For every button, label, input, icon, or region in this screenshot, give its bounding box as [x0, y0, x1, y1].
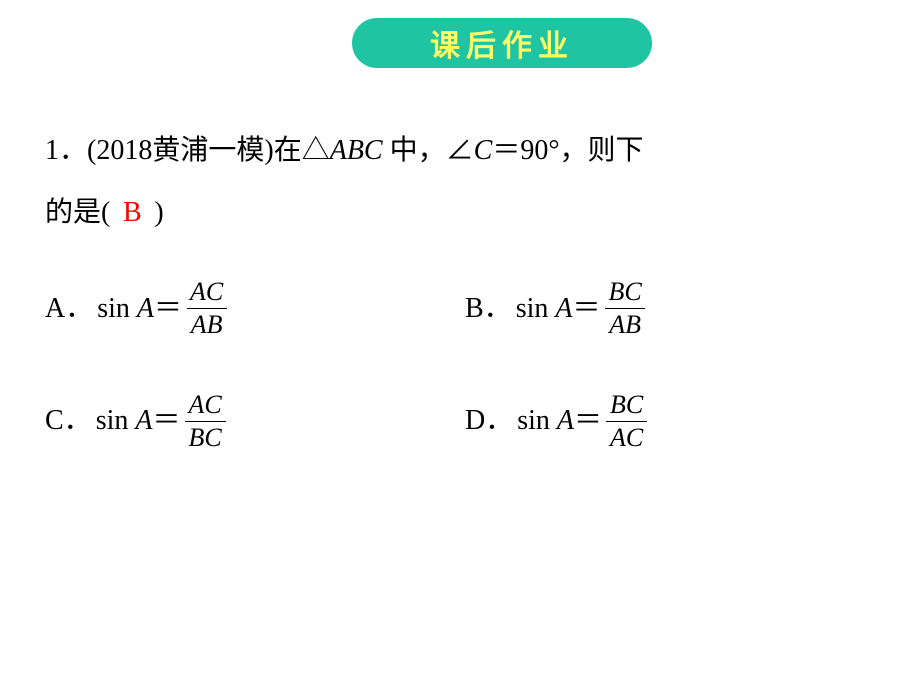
answer-letter: B: [110, 182, 154, 244]
frac-num: AC: [186, 277, 227, 308]
choice-eq: ＝: [152, 407, 180, 435]
choice-func: sin: [516, 295, 549, 323]
choice-c: C． sin A＝ AC BC: [45, 390, 465, 453]
frac-num: BC: [606, 390, 647, 421]
q-eq: ＝: [492, 135, 520, 166]
q-triangle-name: ABC: [330, 135, 383, 166]
choice-arg: A: [135, 407, 152, 435]
choice-b: B． sin A＝ BC AB: [465, 277, 646, 340]
q-angle-val: 90°: [520, 135, 559, 166]
frac-den: BC: [185, 421, 226, 453]
frac-den: AC: [606, 421, 647, 453]
choice-a: A． sin A＝ AC AB: [45, 277, 465, 340]
choice-row-1: A． sin A＝ AC AB B． sin A＝ BC AB: [45, 277, 920, 340]
q-src-suffix: ): [264, 135, 273, 166]
q-triangle: △: [302, 135, 330, 166]
fraction: BC AB: [605, 277, 646, 340]
choice-arg: A: [557, 407, 574, 435]
q-part3: ，则下: [560, 135, 644, 166]
choice-label: A．: [45, 295, 93, 323]
fraction: AC AB: [186, 277, 227, 340]
choice-d: D． sin A＝ BC AC: [465, 390, 647, 453]
q-line2-prefix: 的是: [45, 197, 101, 228]
q-number: 1: [45, 135, 59, 166]
fraction: BC AC: [606, 390, 647, 453]
choice-label: D．: [465, 407, 513, 435]
choice-label: B．: [465, 295, 512, 323]
frac-num: AC: [185, 390, 226, 421]
choice-label: C．: [45, 407, 92, 435]
choice-row-2: C． sin A＝ AC BC D． sin A＝ BC AC: [45, 390, 920, 453]
paren-close: ): [154, 197, 163, 228]
choice-func: sin: [517, 407, 550, 435]
frac-den: AB: [187, 308, 227, 340]
q-dot: ．: [59, 135, 87, 166]
choices: A． sin A＝ AC AB B． sin A＝ BC AB C． sin A…: [45, 277, 920, 453]
question-stem-line2: 的是(B): [45, 182, 920, 244]
q-part1: 在: [274, 135, 302, 166]
q-src-name: 黄浦一模: [152, 135, 264, 166]
choice-func: sin: [96, 407, 129, 435]
choice-arg: A: [555, 295, 572, 323]
choice-eq: ＝: [154, 295, 182, 323]
q-src-prefix: (2018: [87, 135, 152, 166]
fraction: AC BC: [185, 390, 226, 453]
q-angle-name: C: [474, 135, 493, 166]
choice-arg: A: [137, 295, 154, 323]
q-part2: 中，: [383, 135, 446, 166]
frac-den: AB: [605, 308, 645, 340]
choice-eq: ＝: [572, 295, 600, 323]
choice-func: sin: [97, 295, 130, 323]
q-angle: ∠: [446, 135, 474, 166]
badge-text: 课后作业: [430, 21, 574, 65]
question-stem-line1: 1．(2018黄浦一模)在△ABC 中，∠C＝90°，则下: [45, 120, 920, 182]
frac-num: BC: [605, 277, 646, 308]
question-block: 1．(2018黄浦一模)在△ABC 中，∠C＝90°，则下 的是(B) A． s…: [45, 120, 920, 503]
paren-open: (: [101, 197, 110, 228]
choice-eq: ＝: [574, 407, 602, 435]
homework-badge: 课后作业: [352, 18, 652, 68]
